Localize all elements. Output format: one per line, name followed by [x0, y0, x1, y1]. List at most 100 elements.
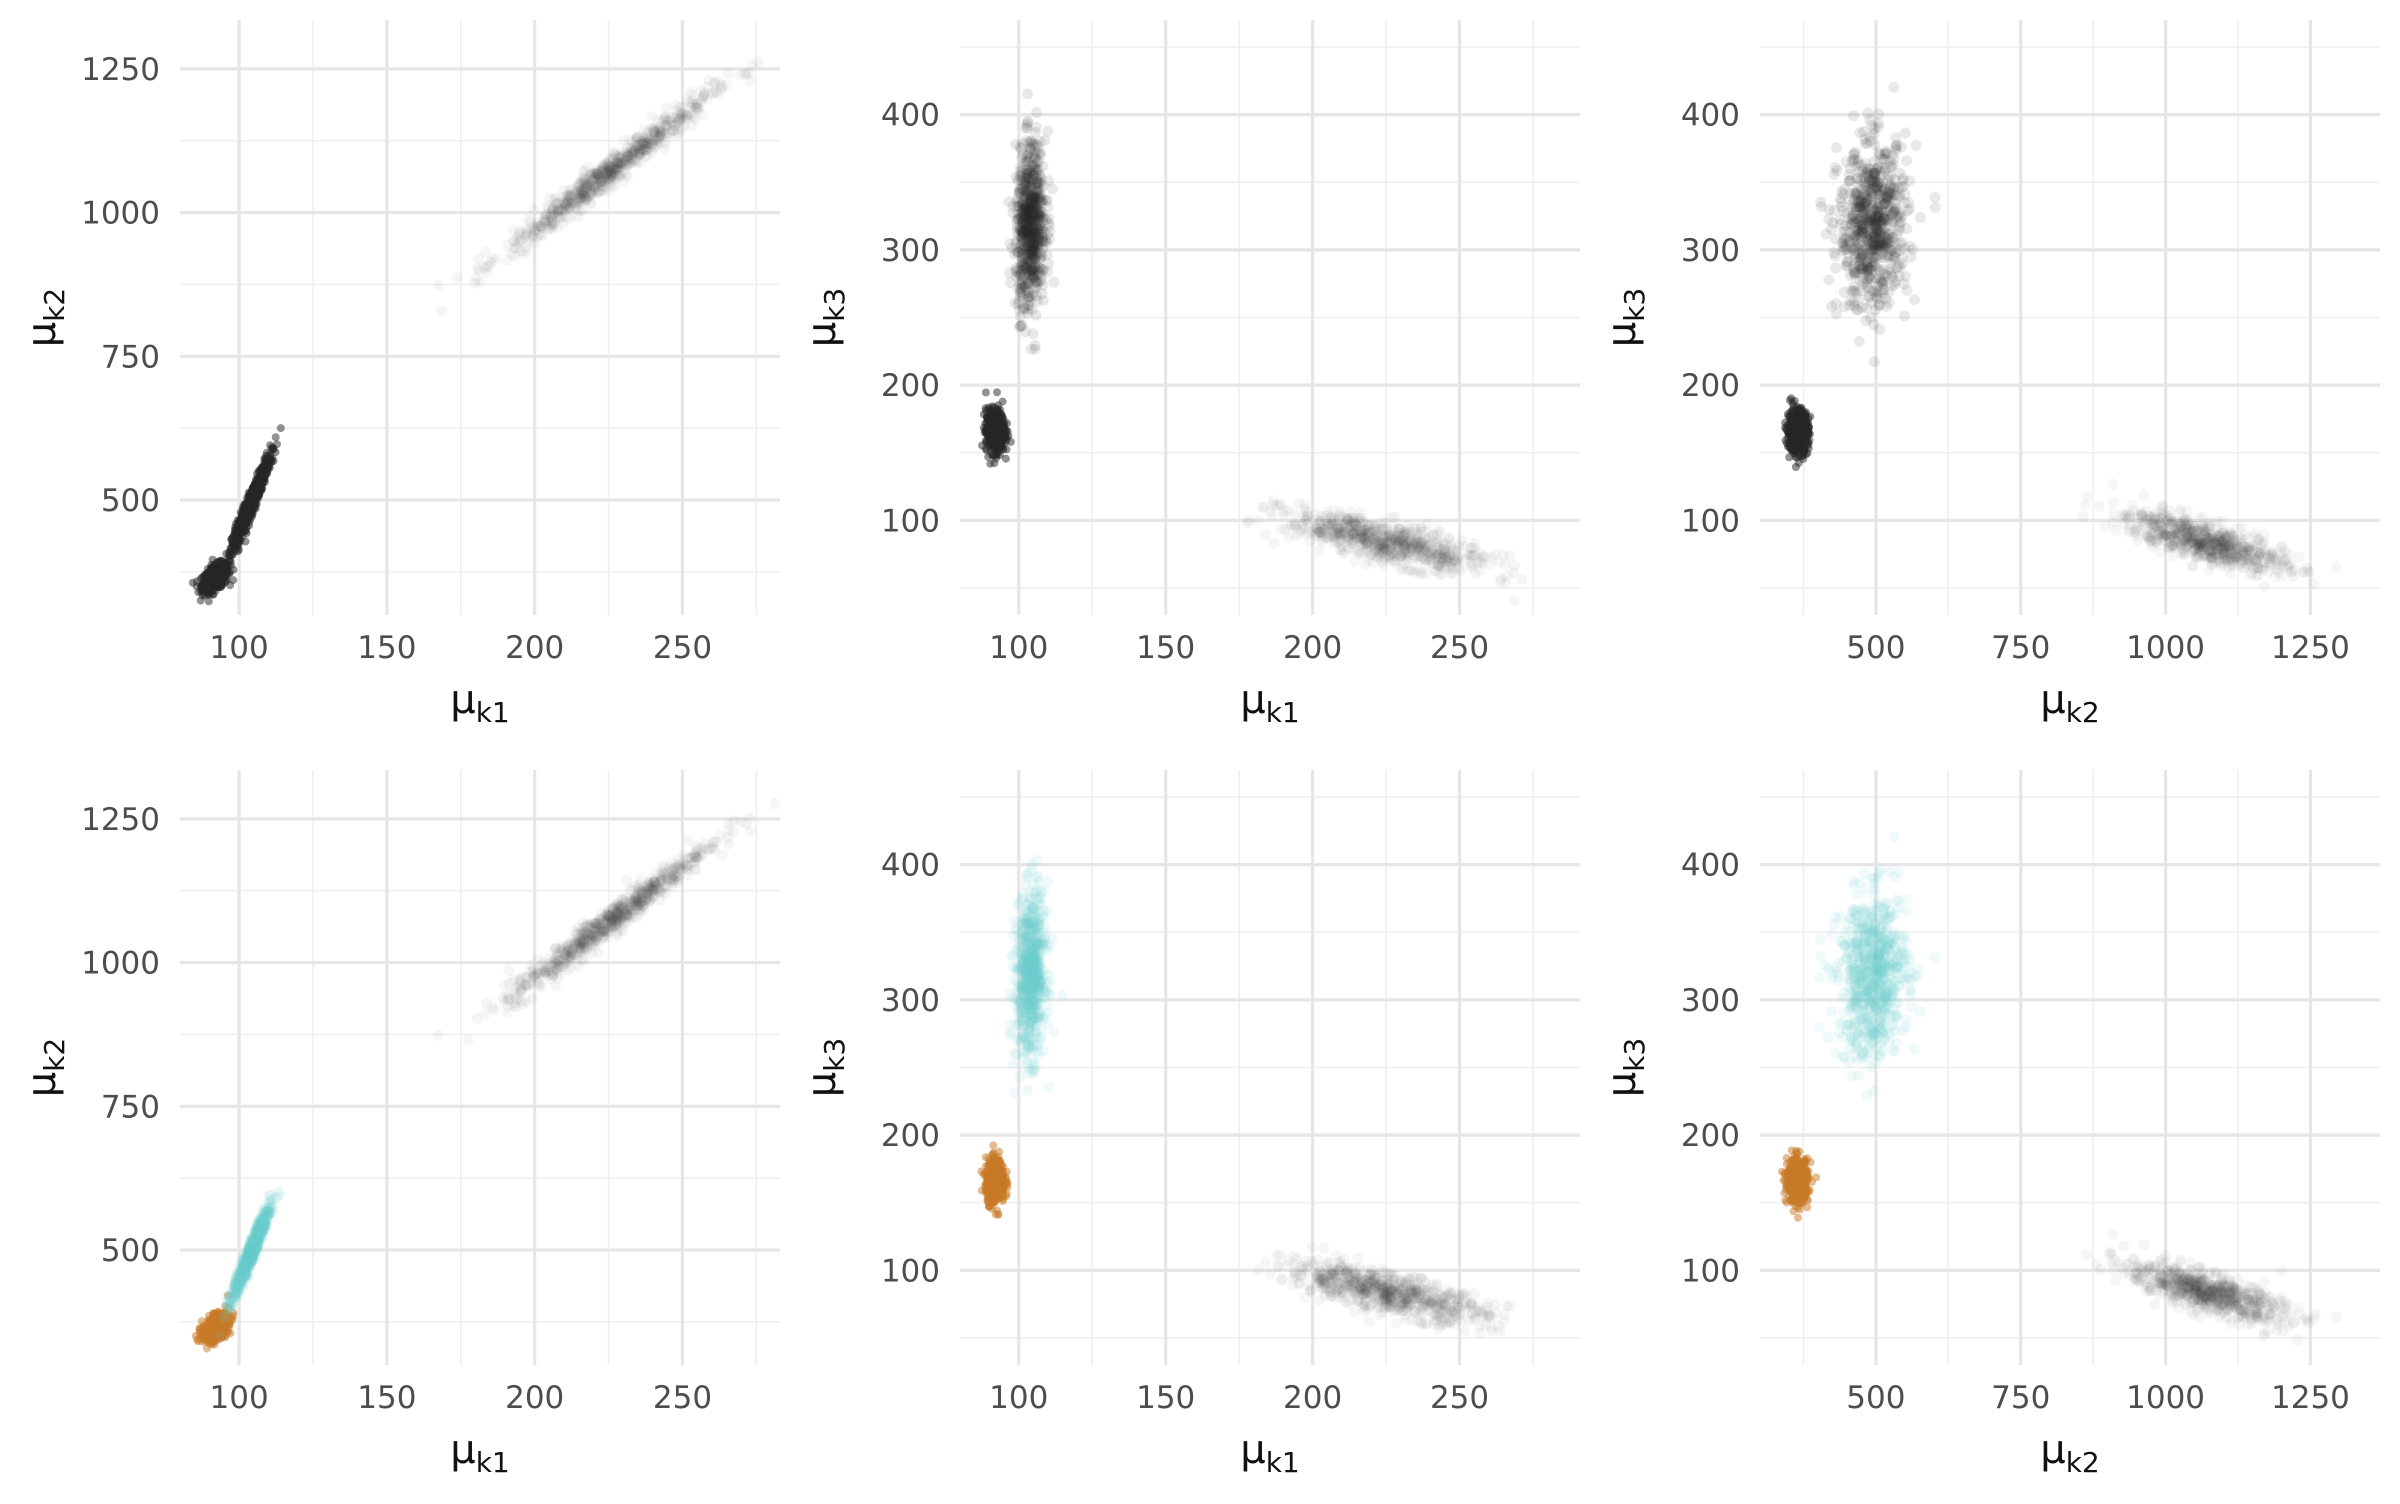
data-point — [1416, 569, 1427, 580]
data-point — [1454, 562, 1465, 573]
data-point — [633, 133, 644, 144]
data-point — [260, 468, 268, 476]
data-point — [990, 459, 998, 467]
data-point — [1042, 195, 1053, 206]
data-point — [1349, 556, 1360, 567]
data-point — [1382, 549, 1393, 560]
data-point — [1801, 423, 1809, 431]
data-point — [220, 573, 228, 581]
data-point — [1022, 216, 1033, 227]
data-point — [1267, 510, 1278, 521]
data-point — [230, 541, 238, 549]
data-point — [682, 113, 693, 124]
data-point — [1475, 556, 1486, 567]
y-tick-label: 100 — [1681, 503, 1740, 539]
data-point — [1405, 536, 1416, 547]
data-point — [659, 113, 670, 124]
points-r1c1 — [189, 56, 763, 605]
data-point — [1469, 538, 1480, 549]
data-point — [1321, 511, 1332, 522]
data-point — [475, 277, 486, 288]
data-point — [433, 280, 444, 291]
data-point — [1930, 202, 1941, 213]
data-point — [1865, 312, 1876, 323]
data-point — [1005, 238, 1016, 249]
points-r1c3 — [1781, 82, 2342, 592]
x-tick-label: 1250 — [2271, 630, 2350, 666]
data-point — [648, 134, 659, 145]
data-point — [1390, 512, 1401, 523]
data-point — [1869, 356, 1880, 367]
data-point — [1380, 517, 1391, 528]
data-point — [436, 306, 447, 317]
data-point — [1816, 201, 1827, 212]
data-point — [1020, 257, 1031, 268]
x-tick-label: 250 — [653, 630, 712, 666]
data-point — [1301, 506, 1312, 517]
data-point — [1453, 550, 1464, 561]
data-point — [1024, 147, 1035, 158]
data-point — [1395, 551, 1406, 562]
data-point — [1260, 529, 1271, 540]
y-tick-label: 1000 — [81, 196, 160, 232]
data-point — [550, 193, 561, 204]
data-point — [1888, 82, 1899, 93]
data-point — [1891, 140, 1902, 151]
data-point — [238, 520, 246, 528]
data-point — [1929, 192, 1940, 203]
data-point — [545, 218, 556, 229]
x-axis-title: μk1 — [450, 677, 509, 729]
data-point — [1800, 443, 1808, 451]
data-point — [1509, 595, 1520, 606]
data-point — [982, 407, 990, 415]
data-point — [1330, 520, 1341, 531]
data-point — [1792, 463, 1800, 471]
y-axis-title: μk2 — [19, 288, 71, 347]
data-point — [273, 440, 281, 448]
x-tick-label: 150 — [357, 630, 416, 666]
data-point — [1023, 293, 1034, 304]
data-point — [624, 153, 635, 164]
data-point — [704, 75, 715, 86]
data-point — [211, 581, 219, 589]
data-point — [1047, 183, 1058, 194]
x-tick-label: 200 — [1283, 630, 1342, 666]
data-point — [1489, 549, 1500, 560]
data-point — [989, 451, 997, 459]
data-point — [1049, 277, 1060, 288]
data-point — [228, 551, 236, 559]
data-point — [1033, 156, 1044, 167]
data-point — [1879, 166, 1890, 177]
data-point — [1042, 250, 1053, 261]
data-point — [982, 389, 990, 397]
data-point — [987, 415, 995, 423]
data-point — [560, 198, 571, 209]
data-point — [502, 240, 513, 251]
data-point — [547, 206, 558, 217]
data-point — [1869, 139, 1880, 150]
data-point — [487, 253, 498, 264]
data-point — [1901, 155, 1912, 166]
data-point — [741, 69, 752, 80]
data-point — [272, 433, 280, 441]
data-point — [508, 225, 519, 236]
data-point — [1005, 277, 1016, 288]
data-point — [1390, 535, 1401, 546]
data-point — [1042, 229, 1053, 240]
data-point — [1873, 108, 1884, 119]
data-point — [1305, 536, 1316, 547]
data-point — [246, 498, 254, 506]
x-tick-label: 150 — [1136, 630, 1195, 666]
data-point — [1019, 232, 1030, 243]
data-point — [1789, 438, 1797, 446]
data-point — [585, 170, 596, 181]
y-tick-label: 1250 — [81, 52, 160, 88]
data-point — [1271, 500, 1282, 511]
x-tick-label: 200 — [505, 630, 564, 666]
data-point — [1015, 283, 1026, 294]
y-tick-label: 400 — [1681, 98, 1740, 134]
data-point — [1790, 447, 1798, 455]
data-point — [993, 388, 1001, 396]
data-point — [1854, 336, 1865, 347]
